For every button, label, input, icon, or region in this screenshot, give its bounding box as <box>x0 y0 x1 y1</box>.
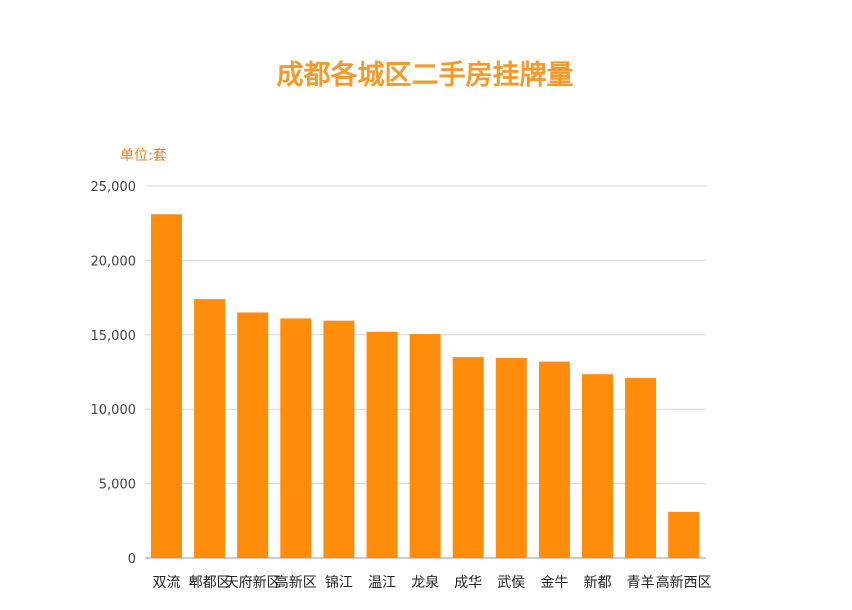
bar-成华 <box>452 357 484 558</box>
x-tick-label: 温江 <box>368 575 396 591</box>
bar-武侯 <box>495 357 527 558</box>
bar-郫都区 <box>194 299 226 558</box>
y-axis-ticks: 0 5,000 10,000 15,000 20,000 25,000 <box>91 180 137 567</box>
x-tick-label: 高新西区 <box>656 574 712 591</box>
bar-龙泉 <box>409 334 441 558</box>
x-tick-label: 龙泉 <box>411 574 439 591</box>
bar-天府新区 <box>237 312 269 558</box>
bar-高新西区 <box>668 511 700 558</box>
x-tick-label: 锦江 <box>325 574 353 591</box>
bar-新都 <box>582 374 613 558</box>
y-tick-label: 20,000 <box>91 254 137 269</box>
x-tick-label: 高新区 <box>275 574 317 591</box>
y-tick-label: 10,000 <box>91 403 137 418</box>
x-tick-label: 新都 <box>584 575 612 591</box>
bar-高新区 <box>280 318 312 558</box>
bar-温江 <box>366 331 398 558</box>
bar-金牛 <box>538 361 570 558</box>
x-tick-label: 成华 <box>454 575 482 591</box>
chart-title: 成都各城区二手房挂牌量 <box>277 59 574 91</box>
y-tick-label: 15,000 <box>91 329 137 344</box>
bar-双流 <box>151 214 182 558</box>
unit-label: 单位:套 <box>120 148 167 164</box>
x-tick-label: 天府新区 <box>225 575 281 591</box>
bar-锦江 <box>323 320 355 558</box>
y-tick-label: 25,000 <box>91 180 137 195</box>
x-tick-label: 郫都区 <box>189 575 231 591</box>
x-tick-label: 青羊 <box>627 575 655 591</box>
bar-青羊 <box>625 377 657 558</box>
y-tick-label: 0 <box>128 552 136 567</box>
x-tick-label: 武侯 <box>497 575 525 591</box>
x-tick-label: 金牛 <box>540 575 568 591</box>
x-tick-label: 双流 <box>153 575 181 591</box>
y-tick-label: 5,000 <box>99 478 136 493</box>
bars <box>151 214 700 558</box>
